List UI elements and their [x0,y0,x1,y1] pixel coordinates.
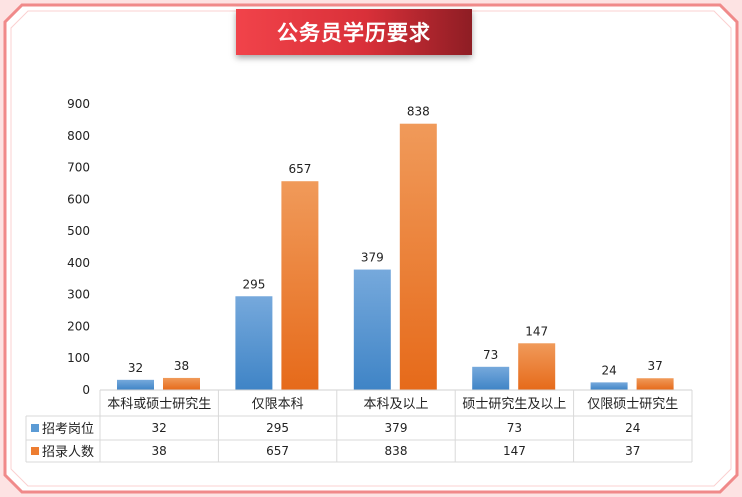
y-tick-label: 300 [67,288,90,302]
legend-swatch [31,447,39,455]
table-cell: 838 [385,444,408,458]
bar-1-1 [117,379,154,390]
data-label: 838 [407,105,430,119]
bars [117,123,674,391]
data-label: 379 [361,251,384,265]
bar-2-2 [281,181,319,390]
y-tick-label: 700 [67,161,90,175]
table-cell: 379 [385,421,408,435]
category-label: 仅限硕士研究生 [587,397,678,412]
table-cell: 24 [625,421,640,435]
table-cell: 295 [266,421,289,435]
category-label: 硕士研究生及以上 [462,397,566,412]
bar-1-3 [353,269,391,390]
bar-1-4 [472,366,510,390]
bar-1-2 [235,296,273,390]
category-label: 仅限本科 [252,397,304,412]
y-tick-label: 200 [67,319,90,333]
table-cell: 73 [507,421,522,435]
bar-2-5 [636,378,674,390]
y-tick-label: 100 [67,351,90,365]
chart-title: 公务员学历要求 [277,21,431,45]
data-label: 37 [647,359,662,373]
y-tick-label: 800 [67,129,90,143]
data-label: 38 [174,359,189,373]
title-banner: 公务员学历要求 [236,9,472,55]
y-tick-label: 500 [67,224,90,238]
data-label: 657 [288,162,311,176]
y-tick-label: 900 [67,97,90,111]
category-label: 本科及以上 [363,397,428,412]
table-cell: 38 [152,444,167,458]
table-cell: 147 [503,444,526,458]
bar-2-1 [163,377,200,390]
bar-2-3 [399,123,437,391]
table-cell: 32 [152,421,167,435]
table-cell: 37 [625,444,640,458]
legend-label: 招考岗位 [42,422,94,437]
y-axis: 0 100 200 300 400 500 600 700 800 900 [67,97,90,397]
data-label: 24 [601,363,616,377]
legend-label: 招录人数 [42,445,94,460]
data-labels: 32 295 379 73 24 38 657 838 147 37 [128,105,663,378]
legend-swatch [31,424,39,432]
y-tick-label: 400 [67,256,90,270]
data-label: 295 [242,277,265,291]
data-label: 73 [483,348,498,362]
data-label: 147 [525,324,548,338]
bar-2-4 [518,343,556,390]
y-tick-label: 600 [67,192,90,206]
table-cell: 657 [266,444,289,458]
category-label: 本科或硕士研究生 [107,397,211,412]
bar-1-5 [590,382,628,390]
data-label: 32 [128,361,143,375]
y-tick-label: 0 [82,383,90,397]
